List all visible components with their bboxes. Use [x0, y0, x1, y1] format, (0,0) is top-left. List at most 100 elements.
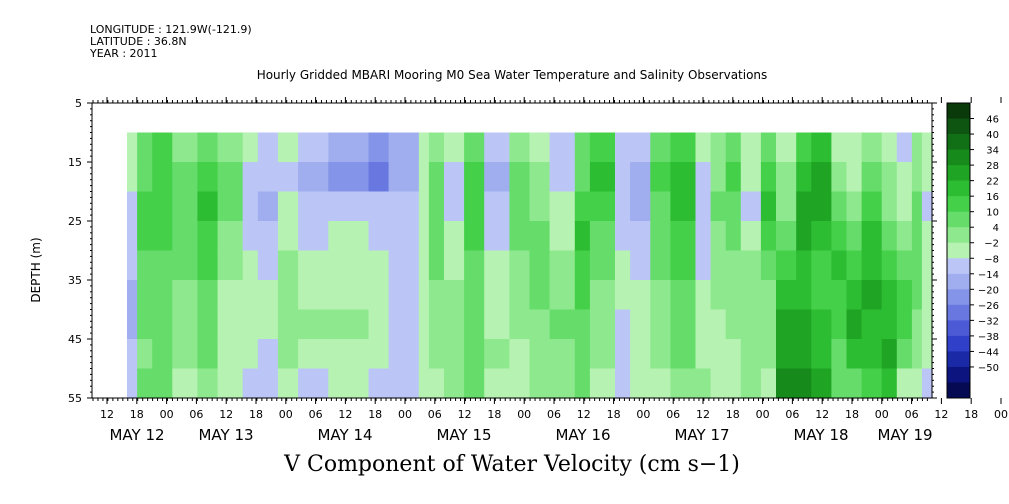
heatmap-cell — [670, 162, 697, 193]
heatmap-cell — [257, 221, 279, 252]
heatmap-cell — [725, 368, 742, 399]
colorbar-swatch — [947, 258, 970, 275]
heatmap-cell — [368, 339, 390, 370]
x-hour-label: 12 — [815, 408, 829, 421]
heatmap-cell — [881, 368, 898, 399]
heatmap-cell — [509, 221, 531, 252]
heatmap-cell — [242, 221, 259, 252]
heatmap-cell — [831, 250, 848, 281]
heatmap-cell — [328, 309, 370, 340]
x-hour-label: 06 — [189, 408, 203, 421]
y-tick-label: 55 — [68, 392, 82, 405]
heatmap-cell — [846, 132, 863, 163]
heatmap-cell — [760, 280, 777, 311]
heatmap-cell — [574, 339, 591, 370]
heatmap-cell — [368, 132, 390, 163]
heatmap-cell — [418, 221, 430, 252]
heatmap-cell — [298, 162, 329, 193]
heatmap-cell — [277, 250, 299, 281]
heatmap-cell — [127, 191, 138, 222]
heatmap-cell — [127, 280, 138, 311]
heatmap-cell — [328, 250, 370, 281]
heatmap-cell — [776, 339, 797, 370]
heatmap-cell — [428, 339, 445, 370]
heatmap-cell — [811, 191, 832, 222]
heatmap-cell — [589, 132, 616, 163]
heatmap-cell — [418, 309, 430, 340]
heatmap-cell — [861, 162, 883, 193]
colorbar-label: −38 — [978, 332, 999, 343]
heatmap-cell — [242, 309, 259, 340]
x-hour-label: 00 — [636, 408, 650, 421]
heatmap-cell — [368, 191, 390, 222]
heatmap-cell — [428, 250, 445, 281]
heatmap-cell — [388, 162, 420, 193]
heatmap-cell — [197, 221, 219, 252]
colorbar-swatch — [947, 382, 970, 399]
heatmap-cell — [796, 309, 812, 340]
heatmap-cell — [796, 221, 812, 252]
heatmap-cell — [242, 250, 259, 281]
heatmap-cell — [650, 368, 671, 399]
x-hour-label: 00 — [756, 408, 770, 421]
heatmap-cell — [710, 250, 727, 281]
colorbar-label: −14 — [978, 270, 999, 281]
heatmap-cell — [152, 309, 173, 340]
y-tick-label: 15 — [68, 156, 82, 169]
heatmap-cell — [418, 339, 430, 370]
heatmap-cell — [831, 339, 848, 370]
heatmap-cell — [725, 162, 742, 193]
heatmap-cell — [574, 280, 591, 311]
colorbar-swatch — [947, 351, 970, 368]
heatmap-cell — [242, 368, 259, 399]
heatmap-cell — [388, 309, 420, 340]
colorbar-swatch — [947, 366, 970, 383]
heatmap-cell — [725, 250, 742, 281]
heatmap-cell — [630, 132, 651, 163]
heatmap-cell — [589, 339, 616, 370]
heatmap-cell — [428, 132, 445, 163]
heatmap-cell — [484, 132, 510, 163]
heatmap-cell — [846, 162, 863, 193]
colorbar-swatch — [947, 196, 970, 213]
heatmap-cell — [529, 162, 551, 193]
heatmap-cell — [388, 221, 420, 252]
x-hour-label: 12 — [696, 408, 710, 421]
heatmap-cell — [921, 280, 933, 311]
heatmap-cell — [776, 221, 797, 252]
heatmap-cell — [242, 132, 259, 163]
heatmap-cell — [670, 309, 697, 340]
heatmap-cell — [428, 309, 445, 340]
heatmap-cell — [277, 339, 299, 370]
x-hour-label: 12 — [458, 408, 472, 421]
heatmap-cell — [388, 280, 420, 311]
heatmap-cell — [464, 250, 485, 281]
heatmap-cell — [444, 221, 465, 252]
heatmap-cell — [277, 221, 299, 252]
heatmap-cell — [811, 132, 832, 163]
heatmap-cell — [760, 132, 777, 163]
heatmap-cell — [484, 162, 510, 193]
heatmap-cell — [881, 191, 898, 222]
heatmap-cell — [549, 250, 576, 281]
x-axis-title: V Component of Water Velocity (cm s−1) — [284, 452, 740, 477]
heatmap-cell — [298, 368, 329, 399]
heatmap-cell — [725, 309, 742, 340]
heatmap-cell — [740, 280, 762, 311]
heatmap-cell — [881, 280, 898, 311]
heatmap-cell — [710, 221, 727, 252]
heatmap-cell — [861, 221, 883, 252]
heatmap-cell — [589, 221, 616, 252]
heatmap-cell — [172, 368, 199, 399]
heatmap-cell — [630, 250, 651, 281]
heatmap-cell — [217, 250, 244, 281]
x-day-label: MAY 19 — [877, 426, 932, 444]
heatmap-cell — [831, 132, 848, 163]
heatmap-cell — [549, 309, 576, 340]
heatmap-cell — [127, 250, 138, 281]
heatmap-cell — [127, 132, 138, 163]
heatmap-cell — [549, 368, 576, 399]
heatmap-cell — [257, 162, 279, 193]
heatmap-cell — [760, 368, 777, 399]
